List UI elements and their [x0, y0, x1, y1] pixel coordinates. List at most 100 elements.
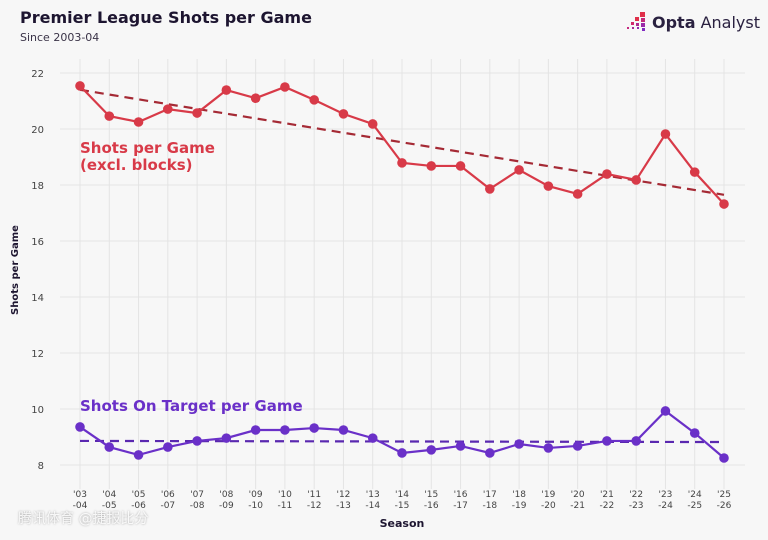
logo-text: Analyst [700, 12, 761, 32]
chart-subtitle: Since 2003-04 [20, 31, 100, 44]
x-tick-label: -18 [482, 501, 497, 511]
x-tick-label: '06 [161, 490, 175, 500]
x-tick-label: '16 [454, 490, 468, 500]
series-label: Shots per Game [80, 139, 215, 157]
data-point [514, 165, 524, 175]
data-point [133, 450, 144, 460]
data-point [104, 111, 115, 121]
data-point [250, 93, 261, 103]
trend-line [79, 439, 725, 444]
data-point [631, 436, 641, 446]
data-point [719, 453, 729, 463]
x-tick-label: -14 [365, 501, 380, 511]
x-tick-label: -04 [73, 501, 88, 511]
data-point [514, 439, 524, 449]
x-tick-label: '12 [336, 490, 350, 500]
y-tick-label: 14 [31, 293, 44, 304]
x-tick-label: '04 [102, 490, 116, 500]
data-point [455, 161, 466, 171]
x-tick-label: -05 [102, 501, 117, 511]
trend-line [79, 88, 725, 196]
data-point [75, 422, 85, 432]
data-point [631, 175, 641, 185]
data-point [719, 199, 729, 209]
x-tick-label: '13 [366, 490, 380, 500]
data-point [221, 85, 232, 95]
data-point [426, 445, 437, 455]
data-point [163, 442, 173, 452]
chart-title: Premier League Shots per Game [20, 8, 312, 27]
y-tick-label: 20 [31, 125, 44, 136]
x-tick-label: -17 [453, 501, 468, 511]
x-tick-label: -21 [570, 501, 585, 511]
data-point [397, 158, 407, 168]
x-tick-label: '14 [395, 490, 409, 500]
x-tick-label: '24 [688, 490, 702, 500]
x-tick-label: -26 [717, 501, 732, 511]
x-tick-label: -24 [658, 501, 673, 511]
logo-mark-icon [627, 12, 645, 31]
data-point [397, 448, 407, 458]
x-tick-label: -06 [131, 501, 146, 511]
data-point [426, 161, 437, 171]
x-tick-label: '09 [249, 490, 263, 500]
opta-analyst-logo: Opta Analyst [626, 12, 760, 32]
x-tick-label: '21 [600, 490, 614, 500]
x-tick-label: '23 [658, 490, 672, 500]
data-point [221, 433, 232, 443]
x-tick-label: -13 [336, 501, 351, 511]
data-point [660, 129, 671, 139]
x-tick-label: '03 [73, 490, 87, 500]
x-tick-label: '15 [424, 490, 438, 500]
x-tick-label: -12 [307, 501, 322, 511]
data-point [309, 423, 319, 433]
data-point [660, 406, 671, 416]
data-point [192, 108, 202, 118]
x-tick-label: '11 [307, 490, 321, 500]
data-point [485, 184, 495, 194]
x-tick-label: '22 [629, 490, 643, 500]
x-tick-label: -09 [219, 501, 234, 511]
data-point [602, 436, 612, 446]
series-label: (excl. blocks) [80, 156, 193, 174]
y-axis-title: Shots per Game [10, 225, 21, 315]
data-point [280, 82, 290, 92]
y-tick-label: 12 [31, 349, 44, 360]
data-point [572, 189, 583, 199]
data-point [250, 425, 261, 435]
x-tick-label: -15 [395, 501, 410, 511]
data-point [543, 443, 554, 453]
logo-text-bold: Opta [652, 12, 696, 32]
y-tick-label: 22 [31, 69, 44, 80]
data-point [338, 109, 349, 119]
y-tick-label: 10 [31, 405, 44, 416]
x-tick-label: -22 [600, 501, 615, 511]
data-point [485, 448, 495, 458]
data-point [133, 117, 144, 127]
data-point [309, 95, 319, 105]
x-tick-label: -11 [278, 501, 293, 511]
series-label: Shots On Target per Game [80, 397, 303, 415]
x-tick-label: '20 [571, 490, 585, 500]
data-point [455, 441, 466, 451]
watermark: 腾讯体育 @捷报比分 [18, 511, 149, 527]
x-tick-label: -08 [190, 501, 205, 511]
x-tick-label: -07 [160, 501, 175, 511]
data-point [192, 436, 202, 446]
x-tick-label: '10 [278, 490, 292, 500]
x-tick-label: '17 [483, 490, 497, 500]
x-tick-label: '08 [219, 490, 233, 500]
x-tick-label: '07 [190, 490, 204, 500]
y-tick-label: 8 [38, 461, 44, 472]
data-point [602, 169, 612, 179]
data-point [163, 104, 173, 114]
data-point [280, 425, 290, 435]
data-point [689, 167, 700, 177]
data-point [689, 428, 700, 438]
data-point [104, 442, 115, 452]
x-tick-label: '19 [541, 490, 555, 500]
x-tick-label: -10 [248, 501, 263, 511]
y-tick-label: 18 [31, 181, 44, 192]
x-tick-label: -20 [541, 501, 556, 511]
data-point [367, 119, 378, 129]
